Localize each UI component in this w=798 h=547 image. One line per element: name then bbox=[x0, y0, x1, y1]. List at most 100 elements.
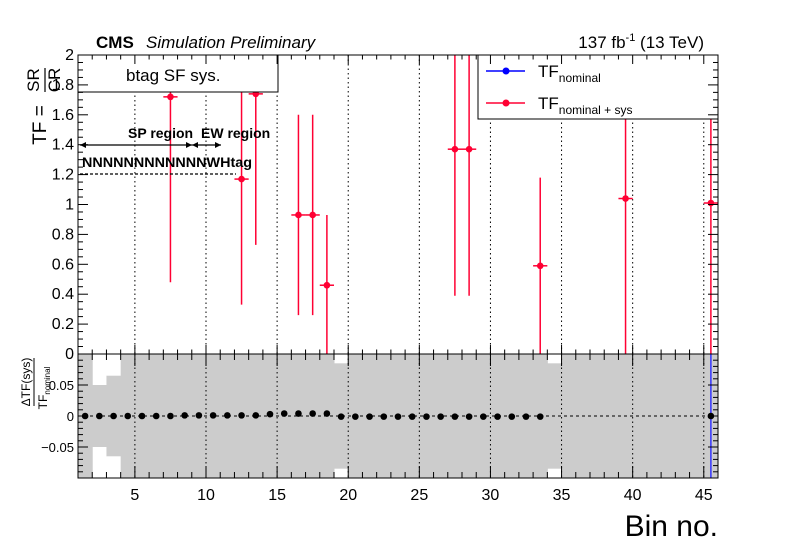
upper-panel: SP region EW region NNNNNNNNNNNNWHtag bt… bbox=[24, 47, 719, 363]
svg-text:TFnominal: TFnominal bbox=[36, 366, 52, 409]
y-tick-label: 0 bbox=[65, 346, 74, 363]
ratio-point bbox=[152, 412, 160, 420]
upper-points bbox=[167, 90, 715, 289]
sp-region-label: SP region bbox=[128, 125, 193, 141]
data-point bbox=[536, 262, 544, 270]
ew-region-label: EW region bbox=[201, 125, 270, 141]
ratio-point bbox=[536, 413, 544, 420]
y-tick-label: 1.4 bbox=[52, 137, 74, 154]
ratio-point bbox=[437, 413, 444, 420]
ratio-point bbox=[209, 412, 217, 419]
data-point bbox=[167, 93, 174, 101]
y-tick-label: 2 bbox=[65, 47, 74, 64]
ratio-point bbox=[238, 412, 245, 419]
x-tick-label: 5 bbox=[130, 487, 139, 504]
ratio-point bbox=[138, 412, 146, 420]
data-point bbox=[323, 281, 331, 289]
y-tick-label: 0.2 bbox=[52, 316, 74, 333]
band-bin bbox=[604, 354, 619, 478]
x-tick-label: 25 bbox=[410, 487, 428, 504]
svg-text:ΔTF(sys): ΔTF(sys) bbox=[19, 358, 33, 407]
y-tick-label: 0.05 bbox=[49, 378, 74, 393]
ratio-point bbox=[252, 412, 260, 419]
data-point bbox=[465, 145, 473, 153]
band-bin bbox=[675, 354, 691, 478]
data-point bbox=[295, 211, 302, 219]
ratio-point bbox=[380, 413, 388, 420]
syst-label: btag SF sys. bbox=[126, 66, 220, 85]
x-tick-label: 40 bbox=[624, 487, 642, 504]
ratio-point bbox=[124, 412, 132, 420]
lower-axes: −0.05 0 0.05 5 10 15 20 25 30 35 40 45 bbox=[41, 354, 719, 504]
legend-label-nominal: TFnominal bbox=[538, 62, 601, 85]
ratio-point bbox=[408, 413, 416, 420]
status-label: Simulation Preliminary bbox=[146, 33, 317, 52]
band-bin bbox=[632, 354, 648, 478]
lower-panel: −0.05 0 0.05 5 10 15 20 25 30 35 40 45 ΔTF(sys) TFn… bbox=[19, 353, 719, 543]
syst-label-box bbox=[77, 54, 279, 93]
ratio-point bbox=[465, 413, 473, 420]
upper-ylabel: TF = SR CR bbox=[24, 68, 64, 145]
y-tick-label: 1.8 bbox=[52, 77, 74, 94]
x-tick-label: 35 bbox=[553, 487, 571, 504]
upper-axes: 0 0.2 0.4 0.6 0.8 1 1.2 1.4 1.6 1.8 2 bbox=[52, 47, 719, 363]
x-tick-label: 30 bbox=[482, 487, 500, 504]
region-annotations: SP region EW region NNNNNNNNNNNNWHtag bbox=[80, 125, 270, 175]
y-tick-label: 1.6 bbox=[52, 107, 74, 124]
ratio-point bbox=[96, 412, 103, 420]
legend-marker-nominal bbox=[502, 67, 510, 75]
y-tick-label: 0.4 bbox=[52, 286, 74, 303]
ratio-point bbox=[508, 413, 516, 420]
data-point bbox=[451, 145, 459, 153]
ratio-point bbox=[522, 413, 530, 420]
ratio-point bbox=[224, 412, 231, 419]
svg-text:CR: CR bbox=[45, 68, 64, 93]
ratio-point bbox=[394, 413, 402, 420]
ratio-point bbox=[167, 412, 174, 420]
band-bin bbox=[590, 354, 605, 478]
ratio-point bbox=[266, 410, 274, 418]
x-tick-label: 45 bbox=[695, 487, 713, 504]
data-point bbox=[622, 195, 629, 202]
legend: TFnominal TFnominal + sys bbox=[477, 54, 719, 120]
ratio-point bbox=[352, 413, 359, 420]
band-bin bbox=[561, 354, 577, 478]
experiment-label: CMS bbox=[96, 33, 134, 52]
ratio-point bbox=[280, 410, 288, 417]
x-tick-label: 20 bbox=[339, 487, 357, 504]
lower-points bbox=[81, 354, 715, 478]
ratio-point bbox=[337, 413, 345, 420]
ew-region-arrowheads bbox=[192, 142, 221, 148]
y-tick-label: 0 bbox=[67, 409, 74, 424]
ratio-point bbox=[181, 412, 188, 419]
svg-text:SR: SR bbox=[24, 68, 43, 92]
luminosity-label: 137 fb-1 (13 TeV) bbox=[578, 32, 704, 52]
ratio-point bbox=[323, 410, 331, 417]
svg-text:TF =: TF = bbox=[30, 105, 51, 145]
lower-ylabel: ΔTF(sys) TFnominal bbox=[19, 358, 52, 410]
lower-frame bbox=[77, 353, 719, 479]
data-point bbox=[309, 211, 316, 219]
x-axis-title: Bin no. bbox=[625, 510, 718, 543]
x-tick-label: 10 bbox=[197, 487, 215, 504]
ratio-point bbox=[195, 412, 203, 419]
ratio-point bbox=[295, 410, 302, 417]
data-point bbox=[238, 175, 245, 183]
ratio-point bbox=[494, 413, 501, 420]
jet-bin-labels: NNNNNNNNNNNNWHtag bbox=[82, 154, 252, 170]
y-tick-label: 0.6 bbox=[52, 256, 74, 273]
legend-label-sys: TFnominal + sys bbox=[538, 94, 632, 117]
y-tick-label: 1 bbox=[65, 197, 74, 214]
ratio-point bbox=[451, 413, 459, 420]
data-point bbox=[707, 199, 715, 207]
y-tick-label: 1.2 bbox=[52, 167, 74, 184]
y-tick-label: 0.8 bbox=[52, 226, 74, 243]
ratio-point bbox=[110, 412, 117, 420]
ratio-point bbox=[366, 413, 373, 420]
x-tick-label: 15 bbox=[268, 487, 286, 504]
y-tick-label: −0.05 bbox=[41, 440, 74, 455]
legend-marker-sys bbox=[502, 99, 510, 107]
ratio-point bbox=[309, 410, 316, 417]
ratio-point bbox=[423, 413, 430, 420]
